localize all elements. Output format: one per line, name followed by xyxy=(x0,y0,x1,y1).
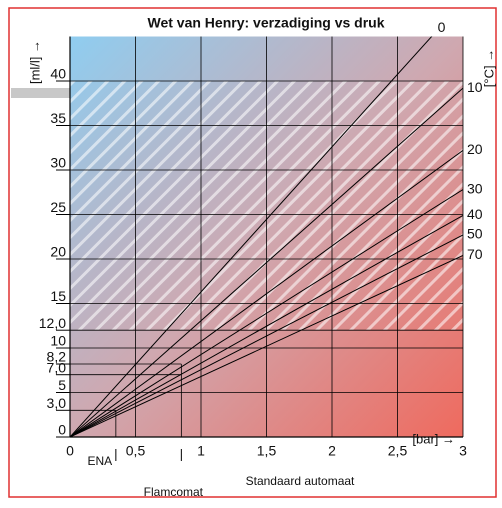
y-tick-label: 12,0 xyxy=(39,315,66,331)
chart-title: Wet van Henry: verzadiging vs druk xyxy=(147,15,384,31)
y-tick-label: 8,2 xyxy=(47,349,67,365)
x-tick-label: 0,5 xyxy=(126,443,146,459)
y-tick-label: 30 xyxy=(50,155,66,171)
series-line xyxy=(70,87,463,437)
x-axis-label: [bar] → xyxy=(412,431,455,446)
y-tick-label: 40 xyxy=(50,66,66,82)
series-line xyxy=(70,189,463,437)
x-tick-label: 0 xyxy=(66,443,74,459)
series-label: 40 xyxy=(467,206,483,222)
series-label: 10 xyxy=(467,79,483,95)
series-line xyxy=(70,254,463,437)
series-label: 70 xyxy=(467,246,483,262)
marker-label: ENA xyxy=(88,454,113,468)
series-line xyxy=(70,214,463,437)
y-tick-label: 25 xyxy=(50,199,66,215)
series-line xyxy=(70,150,463,437)
y-tick-label: 3,0 xyxy=(47,395,67,411)
x-tick-label: 2 xyxy=(328,443,336,459)
x-tick-label: 1 xyxy=(197,443,205,459)
decor-band xyxy=(11,88,70,98)
series-line xyxy=(70,234,463,437)
y-tick-label: 5 xyxy=(58,377,66,393)
y-tick-label: 0 xyxy=(58,422,66,438)
y-axis-label: [ml/l] → xyxy=(27,40,42,84)
y-tick-label: 20 xyxy=(50,244,66,260)
y-tick-label: 7,0 xyxy=(47,359,67,375)
annotation: Standaard automaat xyxy=(246,474,355,488)
series-label: 20 xyxy=(467,141,483,157)
x-tick-label: 1,5 xyxy=(257,443,277,459)
x-tick-label: 3 xyxy=(459,443,467,459)
series-line xyxy=(70,36,433,437)
y-tick-label: 35 xyxy=(50,110,66,126)
series-label: 50 xyxy=(467,226,483,242)
y-tick-label: 10 xyxy=(50,333,66,349)
series-label: 30 xyxy=(467,180,483,196)
x-tick-label: 2,5 xyxy=(388,443,408,459)
series-label: 0 xyxy=(438,19,446,35)
marker-label: Flamcomat xyxy=(144,485,204,499)
series-axis-label: [°C] → xyxy=(481,49,496,87)
y-tick-label: 15 xyxy=(50,288,66,304)
